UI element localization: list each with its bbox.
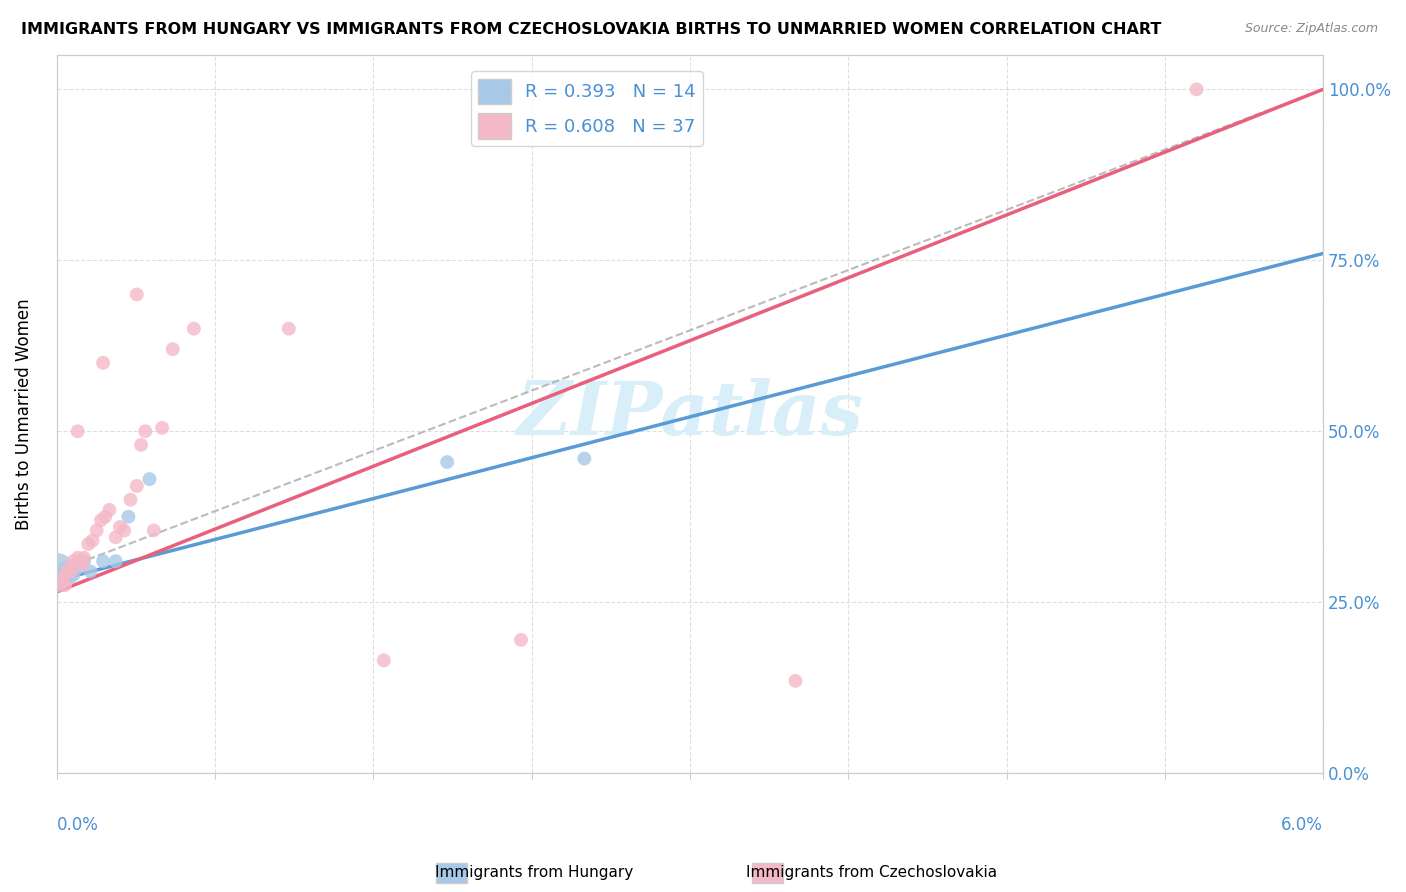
Point: [183, 321, 205, 335]
Point: [73, 550, 96, 565]
Point: [53, 561, 76, 575]
Point: [58, 571, 80, 585]
Point: [1185, 82, 1208, 96]
Point: [56, 565, 79, 579]
Text: Immigrants from Hungary: Immigrants from Hungary: [434, 865, 634, 880]
Point: [510, 632, 533, 647]
Point: [91, 554, 114, 568]
Point: [94, 509, 117, 524]
Point: [277, 321, 299, 335]
Point: [90, 513, 112, 527]
Point: [125, 287, 148, 301]
Point: [104, 554, 127, 568]
Point: [373, 653, 395, 667]
Point: [58, 561, 80, 575]
Point: [98, 503, 121, 517]
Point: [150, 421, 173, 435]
Point: [785, 673, 807, 688]
Point: [125, 479, 148, 493]
Text: Source: ZipAtlas.com: Source: ZipAtlas.com: [1244, 22, 1378, 36]
Text: IMMIGRANTS FROM HUNGARY VS IMMIGRANTS FROM CZECHOSLOVAKIA BIRTHS TO UNMARRIED WO: IMMIGRANTS FROM HUNGARY VS IMMIGRANTS FR…: [21, 22, 1161, 37]
Text: ZIPatlas: ZIPatlas: [516, 378, 863, 450]
Point: [45, 565, 67, 579]
Point: [69, 554, 91, 568]
Point: [52, 574, 75, 589]
Point: [77, 537, 100, 551]
Point: [162, 342, 184, 356]
Point: [70, 558, 93, 572]
Point: [60, 565, 83, 579]
Point: [142, 524, 165, 538]
Point: [112, 524, 135, 538]
Y-axis label: Births to Unmarried Women: Births to Unmarried Women: [15, 298, 32, 530]
Point: [436, 455, 458, 469]
Point: [66, 424, 89, 438]
Point: [73, 554, 96, 568]
Point: [48, 578, 70, 592]
Point: [574, 451, 596, 466]
Point: [79, 565, 101, 579]
Point: [62, 554, 84, 568]
Point: [91, 356, 114, 370]
Point: [108, 520, 131, 534]
Point: [134, 424, 156, 438]
Text: 0.0%: 0.0%: [56, 816, 98, 834]
Legend: R = 0.393   N = 14, R = 0.608   N = 37: R = 0.393 N = 14, R = 0.608 N = 37: [471, 71, 703, 146]
Text: 6.0%: 6.0%: [1281, 816, 1323, 834]
Text: Immigrants from Czechoslovakia: Immigrants from Czechoslovakia: [747, 865, 997, 880]
Point: [49, 567, 72, 582]
Point: [104, 530, 127, 544]
Point: [66, 550, 89, 565]
Point: [117, 509, 139, 524]
Point: [129, 438, 152, 452]
Point: [120, 492, 142, 507]
Point: [49, 571, 72, 585]
Point: [138, 472, 160, 486]
Point: [66, 561, 89, 575]
Point: [82, 533, 104, 548]
Point: [53, 578, 76, 592]
Point: [62, 567, 84, 582]
Point: [86, 524, 108, 538]
